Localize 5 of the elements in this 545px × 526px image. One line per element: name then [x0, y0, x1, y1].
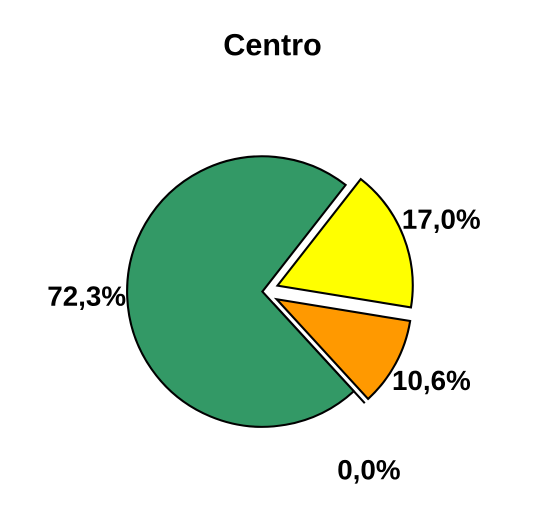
text: 0,0% [338, 460, 400, 484]
data-label: 72,3% [48, 286, 126, 310]
data-label: 10,6% [394, 370, 470, 394]
data-label: 17,0% [404, 209, 480, 234]
chart-title: Centro [224, 34, 321, 56]
